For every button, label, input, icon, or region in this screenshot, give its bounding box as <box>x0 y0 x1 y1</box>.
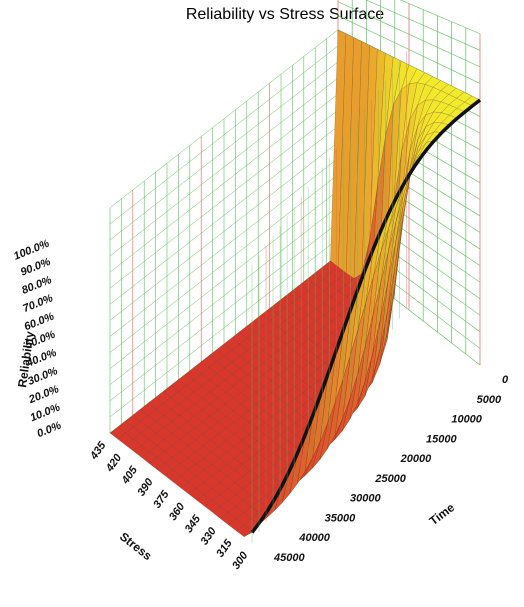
time-axis-label: Time <box>427 500 458 528</box>
grid-line <box>109 126 339 305</box>
grid-line <box>109 29 339 208</box>
grid-line <box>337 15 481 84</box>
stress-tick-label: 375 <box>151 488 172 511</box>
highlight-curve-layer <box>250 98 482 534</box>
reliability-tick-label: 0.0% <box>35 420 63 441</box>
grid-line <box>337 1 481 68</box>
grid-line <box>109 109 339 289</box>
stress-tick-label: 330 <box>199 525 220 548</box>
grid-line <box>109 93 339 273</box>
time-tick-label: 10000 <box>451 414 482 426</box>
reliability-curve-lowest-stress <box>250 98 482 534</box>
time-tick-label: 40000 <box>298 532 330 544</box>
grid-line <box>365 0 481 51</box>
time-tick-label: 30000 <box>350 493 381 505</box>
grid-line <box>109 206 339 385</box>
grid-line <box>109 61 339 241</box>
reliability-surface <box>109 29 481 537</box>
stress-tick-label: 435 <box>88 439 109 462</box>
grid-line <box>109 190 339 369</box>
stress-tick-label: 360 <box>167 500 188 523</box>
time-tick-label: 15000 <box>426 433 457 445</box>
stress-tick-label: 315 <box>214 537 235 560</box>
grid-line <box>109 77 339 257</box>
stress-tick-label: 390 <box>135 476 156 499</box>
stress-tick-label: 420 <box>103 451 124 474</box>
grid-line <box>109 158 339 337</box>
time-tick-label: 25000 <box>374 473 406 485</box>
time-tick-label: 35000 <box>325 512 356 524</box>
grid-line <box>109 142 339 321</box>
back-grid-plane-stress <box>109 29 339 434</box>
grid-line <box>109 174 339 353</box>
time-tick-label: 45000 <box>273 552 305 564</box>
time-tick-label: 20000 <box>400 453 432 465</box>
stress-tick-label: 345 <box>183 512 204 535</box>
time-tick-label: 5000 <box>477 394 502 406</box>
grid-line <box>109 45 339 225</box>
grid-line <box>109 238 339 418</box>
stress-tick-label: 405 <box>119 464 140 487</box>
stress-axis-label: Stress <box>117 529 155 563</box>
grid-line <box>109 222 339 402</box>
chart-title: Reliability vs Stress Surface <box>185 6 385 23</box>
time-tick-label: 0 <box>502 374 509 386</box>
grid-line <box>399 0 481 35</box>
stress-tick-label: 300 <box>230 549 251 572</box>
front-grid-plane <box>251 51 407 543</box>
